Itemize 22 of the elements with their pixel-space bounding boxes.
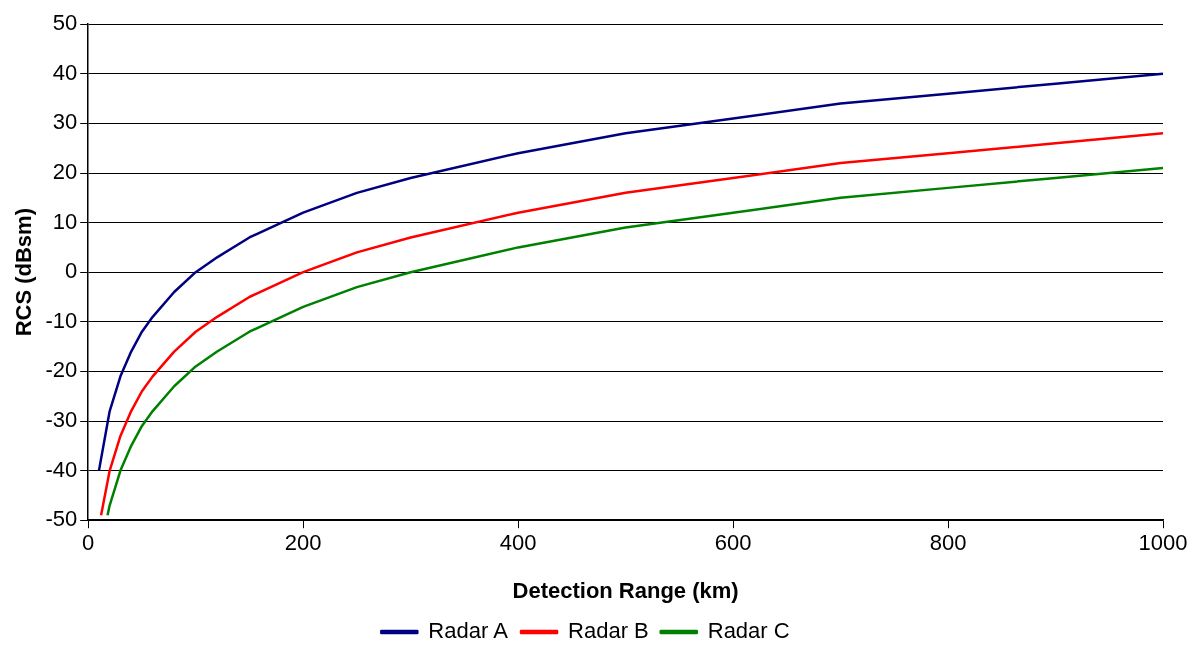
- x-axis-title: Detection Range (km): [512, 577, 739, 603]
- y-tick-label: 40: [52, 59, 78, 85]
- x-tick-label: 800: [929, 530, 967, 556]
- x-tick-label: 600: [714, 530, 752, 556]
- y-axis-title: RCS (dBsm): [11, 208, 37, 337]
- legend-label: Radar B: [568, 618, 649, 644]
- x-tick-label: 1000: [1138, 530, 1188, 556]
- y-tick-label: 0: [64, 258, 78, 284]
- y-tick-label: 50: [52, 10, 78, 36]
- legend-label: Radar A: [428, 618, 509, 644]
- y-tick-label: 10: [52, 208, 78, 234]
- x-tick-label: 200: [284, 530, 322, 556]
- y-tick-label: -40: [45, 456, 78, 482]
- x-tick-label: 400: [499, 530, 537, 556]
- y-tick-label: 30: [52, 109, 78, 135]
- y-tick-label: -30: [45, 407, 78, 433]
- y-tick-label: 20: [52, 159, 78, 185]
- legend-label: Radar C: [707, 618, 790, 644]
- y-tick-label: -50: [45, 506, 78, 532]
- x-tick-label: 0: [82, 530, 95, 556]
- y-tick-label: -20: [45, 357, 78, 383]
- y-tick-label: -10: [45, 307, 78, 333]
